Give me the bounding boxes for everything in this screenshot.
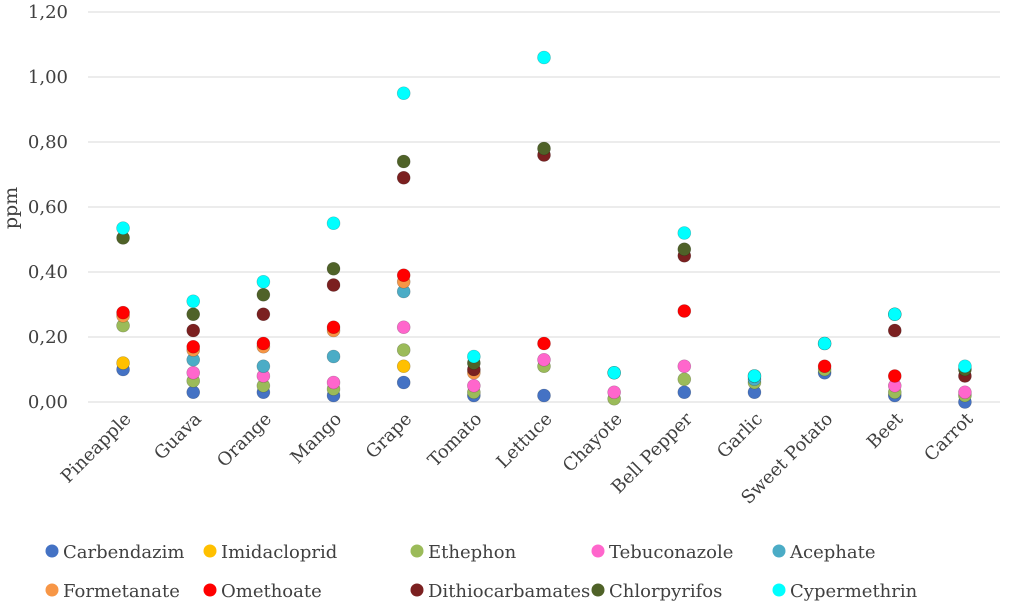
data-point [677, 359, 692, 374]
y-tick-label: 0,80 [28, 132, 68, 153]
data-point [958, 359, 972, 374]
data-point [186, 307, 201, 322]
legend-label: Carbendazim [63, 542, 184, 563]
data-point [326, 216, 341, 231]
data-point [396, 320, 411, 335]
x-axis-ticks: Pineapple Guava Orange Mango Grape Tomato Lett… [57, 408, 978, 508]
legend-marker [45, 583, 59, 597]
data-point [537, 141, 551, 156]
data-point [396, 343, 411, 357]
x-tick-label: Orange [213, 409, 276, 472]
data-point [256, 287, 271, 302]
x-tick-label: Garlic [713, 409, 767, 463]
x-tick-label: Carrot [920, 408, 978, 466]
grid-layer [88, 11, 1000, 338]
data-point [256, 336, 271, 351]
legend-marker [203, 583, 217, 597]
legend-label: Chlorpyrifos [609, 581, 722, 602]
data-point [326, 375, 341, 390]
data-point [958, 385, 972, 400]
data-point [467, 378, 481, 393]
data-point [396, 86, 411, 101]
x-tick-label: Lettuce [493, 409, 557, 473]
legend-marker [591, 583, 605, 597]
data-point [677, 385, 692, 400]
data-point [887, 369, 902, 383]
legend-marker [45, 544, 59, 558]
x-tick-label: Mango [287, 409, 346, 468]
x-tick-label: Pineapple [57, 409, 136, 488]
x-tick-label: Grape [362, 409, 416, 463]
legend-marker [772, 544, 786, 558]
data-point [396, 359, 411, 374]
data-point [256, 359, 271, 374]
data-point [116, 356, 130, 370]
legend-marker [772, 583, 786, 597]
data-point [747, 369, 762, 383]
data-point [817, 336, 832, 351]
data-point [326, 349, 341, 364]
legend-label: Formetanate [63, 581, 180, 602]
y-tick-label: 0,60 [28, 197, 68, 218]
data-point [116, 221, 130, 235]
legend-label: Omethoate [221, 581, 322, 602]
data-point [537, 352, 551, 367]
data-point [677, 304, 692, 318]
x-tick-label: Chayote [559, 409, 627, 477]
legend-marker [410, 544, 424, 558]
data-point [186, 365, 201, 380]
data-point [537, 50, 551, 65]
data-point [396, 375, 411, 390]
data-point [537, 388, 551, 403]
data-point [887, 307, 902, 322]
data-points [116, 50, 972, 409]
data-point [186, 294, 201, 309]
y-axis-ticks: 0,00 0,20 0,40 0,60 0,80 1,00 1,20 [28, 2, 68, 413]
legend-label: Cypermethrin [790, 581, 918, 602]
legend-label: Ethephon [428, 542, 517, 563]
data-point [256, 307, 271, 322]
data-point [326, 320, 341, 335]
data-point [396, 268, 411, 283]
x-tick-label: Tomato [424, 409, 486, 471]
data-point [186, 385, 201, 400]
y-axis-title: ppm [0, 187, 22, 229]
y-tick-label: 1,20 [28, 2, 68, 23]
data-point [326, 261, 341, 276]
data-point [186, 323, 201, 338]
data-point [326, 278, 341, 292]
data-point [817, 359, 832, 374]
legend-label: Imidacloprid [221, 542, 337, 563]
data-point [677, 242, 692, 257]
data-point [537, 336, 551, 351]
y-tick-label: 0,00 [28, 392, 68, 413]
legend-label: Tebuconazole [609, 542, 733, 563]
data-point [467, 349, 481, 364]
data-point [677, 226, 692, 240]
legend: Carbendazim Imidacloprid Ethephon Tebuconaz… [45, 542, 918, 602]
legend-marker [203, 544, 217, 558]
legend-marker [410, 583, 424, 597]
data-point [607, 385, 621, 400]
y-tick-label: 0,40 [28, 262, 68, 283]
data-point [396, 154, 411, 169]
legend-label: Dithiocarbamates [428, 581, 590, 602]
legend-label: Acephate [789, 542, 875, 563]
x-tick-label: Guava [150, 409, 206, 465]
data-point [887, 323, 902, 338]
data-point [677, 372, 692, 387]
data-point [396, 170, 411, 185]
y-tick-label: 0,20 [28, 327, 68, 348]
y-tick-label: 1,00 [28, 67, 68, 88]
legend-marker [591, 544, 605, 558]
x-tick-label: Beet [863, 408, 908, 453]
data-point [116, 305, 130, 320]
data-point [607, 365, 621, 380]
data-point [256, 274, 271, 289]
data-point [186, 339, 201, 354]
